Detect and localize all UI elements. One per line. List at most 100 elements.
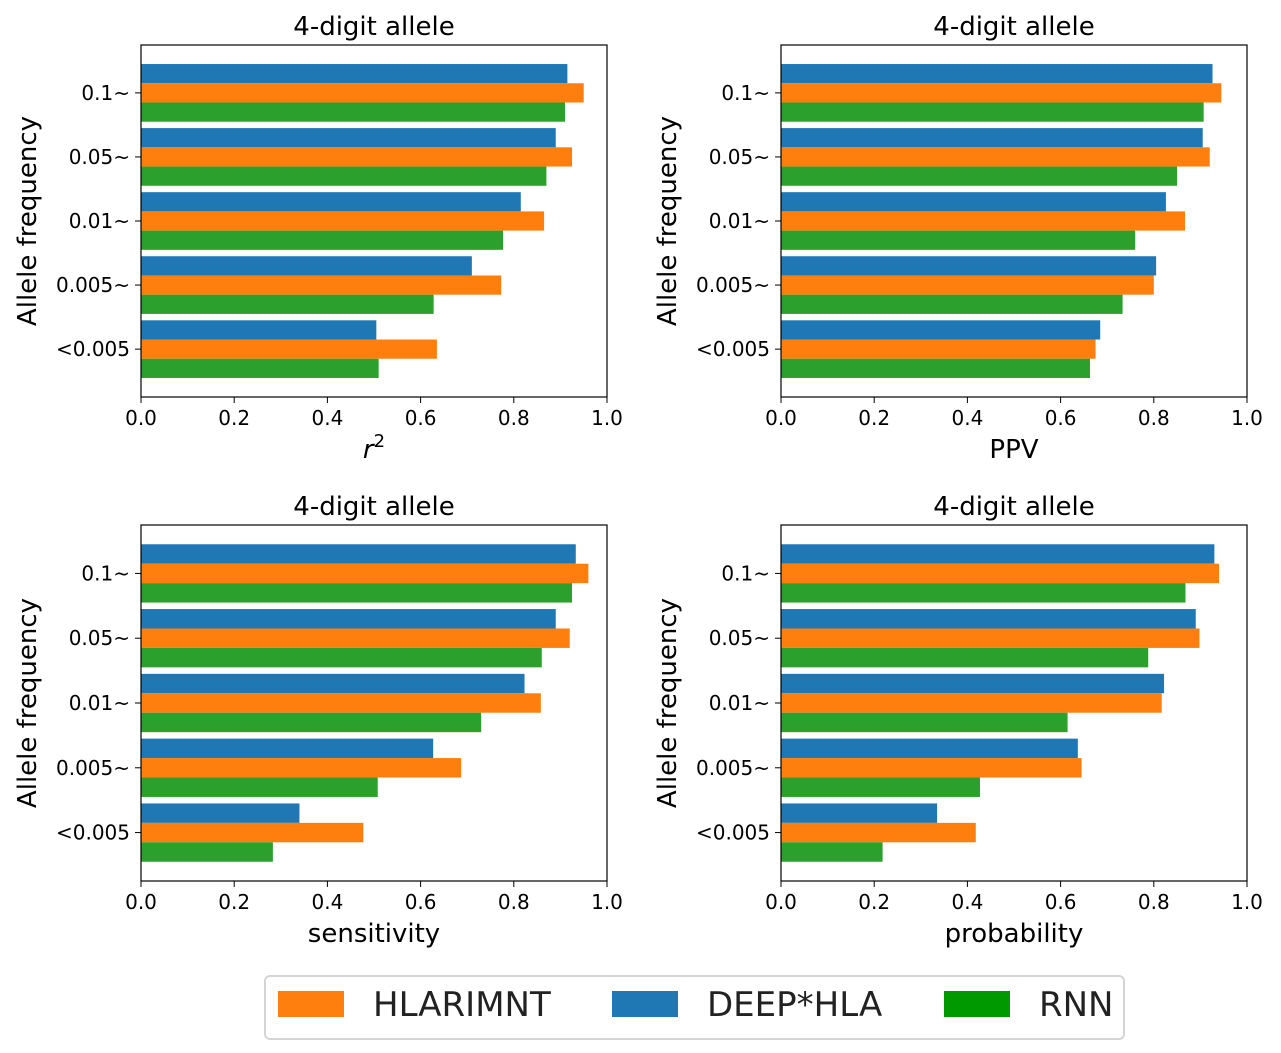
x-tick-label: 1.0 [1231,890,1263,914]
x-axis-label: probability [945,919,1084,949]
bar-deep-hla-0-005 [141,256,472,276]
chart-panel-1: 0.1~ 0.05~ 0.01~ 0.005~ <0.005 0.0 0.2 0.4 0.6 0.… [13,12,623,465]
bar-deep-hla-0-01 [141,192,521,212]
bar-hlarimnt-0-05 [781,628,1200,648]
legend-label-hlarimnt: HLARIMNT [373,985,551,1025]
bar-deep-hla-0-005 [781,320,1101,340]
y-tick-label: 0.01~ [709,209,770,233]
x-tick-label: 0.8 [1138,406,1170,430]
bar-hlarimnt-0-1 [141,83,584,103]
axes-frame [780,524,1248,882]
chart-panels: 0.1~ 0.05~ 0.01~ 0.005~ <0.005 0.0 0.2 0.4 0.6 0.… [13,12,1263,949]
bar-rnn-0-05 [141,166,547,186]
bar-rnn-0-01 [141,230,504,250]
bar-rnn-0-005 [781,842,883,862]
x-tick-label: 0.6 [405,406,437,430]
chart-panel-4: 0.1~ 0.05~ 0.01~ 0.005~ <0.005 0.0 0.2 0.4 0.6 0.… [653,492,1263,949]
bar-rnn-0-005 [141,294,434,314]
x-tick-label: 0.2 [218,406,250,430]
bar-rnn-0-01 [781,712,1068,733]
bar-rnn-0-05 [781,166,1178,186]
bar-deep-hla-0-005 [781,803,938,823]
bar-deep-hla-0-01 [141,673,525,694]
axes-frame [140,44,608,398]
x-tick-label: 0.2 [858,406,890,430]
y-tick-label: 0.005~ [56,756,130,780]
x-axis-label: PPV [989,435,1038,465]
bar-rnn-0-005 [141,842,273,862]
y-tick-label: 0.005~ [696,273,770,297]
bar-rnn-0-005 [781,358,1090,378]
y-axis-label: Allele frequency [653,116,683,326]
x-tick-label: 0.8 [498,406,530,430]
y-tick-label: 0.05~ [709,145,770,169]
bar-hlarimnt-0-01 [141,693,541,713]
y-tick-label: <0.005 [56,821,130,845]
bar-rnn-0-1 [781,583,1186,603]
x-tick-label: 0.0 [765,406,797,430]
legend-label-rnn: RNN [1039,985,1114,1025]
x-tick-label: 0.4 [311,406,343,430]
bar-rnn-0-01 [781,230,1136,250]
bar-rnn-0-1 [781,102,1204,122]
bar-hlarimnt-0-1 [781,83,1222,103]
bar-deep-hla-0-005 [781,256,1157,276]
x-tick-label: 0.8 [1138,890,1170,914]
bar-rnn-0-1 [141,102,566,122]
bar-deep-hla-0-005 [141,320,377,340]
x-axis-label: r2 [363,431,385,465]
x-tick-label: 0.2 [218,890,250,914]
bar-deep-hla-0-1 [781,544,1215,564]
bar-deep-hla-0-005 [141,803,300,823]
y-tick-label: 0.05~ [69,145,130,169]
x-tick-label: 1.0 [1231,406,1263,430]
legend-swatch-deep-hla [612,991,678,1017]
axes-frame [780,44,1248,398]
bar-deep-hla-0-05 [781,128,1203,148]
legend: HLARIMNT DEEP*HLA RNN [264,975,1125,1040]
bar-hlarimnt-0-005 [141,275,502,295]
bar-deep-hla-0-05 [141,609,556,629]
y-axis-label: Allele frequency [13,116,43,326]
y-axis-label: Allele frequency [13,598,43,808]
x-tick-label: 0.6 [1045,890,1077,914]
bar-hlarimnt-0-05 [141,628,570,648]
chart-title: 4-digit allele [293,492,454,522]
bar-rnn-0-05 [781,647,1149,668]
bar-rnn-0-1 [141,583,573,603]
x-tick-label: 0.4 [951,406,983,430]
axes-frame [140,524,608,882]
bar-hlarimnt-0-005 [781,339,1096,359]
chart-panel-3: 0.1~ 0.05~ 0.01~ 0.005~ <0.005 0.0 0.2 0.4 0.6 0.… [13,492,623,949]
bar-deep-hla-0-01 [781,673,1165,694]
chart-title: 4-digit allele [933,12,1094,42]
x-tick-label: 0.4 [311,890,343,914]
legend-label-deep-hla: DEEP*HLA [707,985,882,1025]
bar-deep-hla-0-1 [781,64,1213,84]
bar-rnn-0-01 [141,712,482,733]
y-axis-label: Allele frequency [653,598,683,808]
bar-hlarimnt-0-1 [141,563,589,584]
bar-hlarimnt-0-05 [141,147,573,167]
bar-deep-hla-0-1 [141,544,576,564]
y-tick-label: 0.005~ [56,273,130,297]
y-tick-label: 0.1~ [721,561,770,585]
x-tick-label: 1.0 [591,890,623,914]
bar-deep-hla-0-05 [141,128,556,148]
bar-deep-hla-0-005 [781,738,1078,759]
bar-hlarimnt-0-01 [141,211,545,231]
y-tick-label: 0.1~ [81,81,130,105]
bar-rnn-0-05 [141,647,542,668]
bar-hlarimnt-0-005 [141,339,437,359]
x-tick-label: 0.0 [125,890,157,914]
bar-hlarimnt-0-01 [781,693,1162,713]
chart-panel-2: 0.1~ 0.05~ 0.01~ 0.005~ <0.005 0.0 0.2 0.4 0.6 0.… [653,12,1263,465]
bar-hlarimnt-0-005 [141,822,364,843]
bar-rnn-0-005 [141,358,379,378]
x-tick-label: 0.6 [1045,406,1077,430]
x-tick-label: 0.2 [858,890,890,914]
x-tick-label: 1.0 [591,406,623,430]
y-tick-label: 0.01~ [69,691,130,715]
legend-frame [264,975,1125,1040]
